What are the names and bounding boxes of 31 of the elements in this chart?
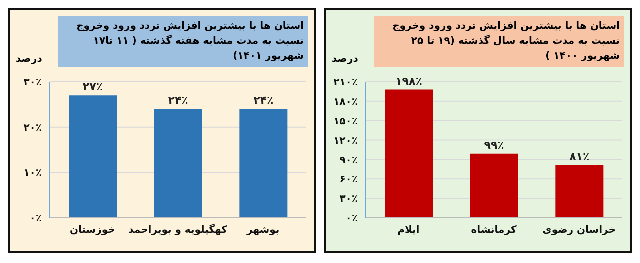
x-tick-label: خوزستان xyxy=(70,225,116,236)
y-tick-label: ۲۰٪ xyxy=(24,122,42,134)
y-axis-title: درصد xyxy=(16,54,42,65)
y-tick-label: ۳۰٪ xyxy=(340,194,358,206)
x-tick-label: کرمانشاه xyxy=(471,225,517,236)
y-tick-label: ۶۰٪ xyxy=(340,174,358,186)
bar xyxy=(556,166,604,218)
bar xyxy=(385,90,433,218)
y-tick-label: ۰٪ xyxy=(30,214,42,225)
y-tick-label: ۹۰٪ xyxy=(340,155,358,166)
y-tick-label: ۱۵۰٪ xyxy=(334,116,358,128)
x-tick-label: ایلام xyxy=(398,225,420,236)
y-axis-title: درصد xyxy=(332,54,358,65)
data-label: ۲۴٪ xyxy=(168,94,188,108)
x-tick-label: کهگیلویه و بویراحمد xyxy=(128,223,228,236)
y-tick-label: ۱۰٪ xyxy=(24,168,42,180)
data-label: ۲۷٪ xyxy=(82,80,104,94)
chart-title: استان ها با بیشترین افزایش تردد ورود وخروج نسبت به مدت مشابه سال گذشته (۱۹ تا ۲۵ شهریور ۱۴۰۰ ) xyxy=(374,16,624,67)
y-tick-label: ۳۰٪ xyxy=(24,78,42,89)
x-tick-label: خراسان رضوی xyxy=(542,225,616,236)
chart-title: استان ها با بیشترین افزایش تردد ورود وخروج نسبت به مدت مشابه هفته گذشته ( ۱۱ تا۱۷ شهریور ۱۴۰۱) xyxy=(58,16,308,67)
data-label: ۸۱٪ xyxy=(570,150,590,164)
y-tick-label: ۲۱۰٪ xyxy=(334,78,358,89)
y-tick-label: ۱۲۰٪ xyxy=(334,136,358,147)
y-tick-label: ۱۸۰٪ xyxy=(334,96,358,108)
bar xyxy=(470,154,518,218)
data-label: ۲۴٪ xyxy=(254,94,274,108)
y-tick-label: ۰٪ xyxy=(346,214,358,225)
data-label: ۹۹٪ xyxy=(484,138,504,152)
data-label: ۱۹۸٪ xyxy=(396,74,422,88)
x-tick-label: بوشهر xyxy=(246,225,280,236)
